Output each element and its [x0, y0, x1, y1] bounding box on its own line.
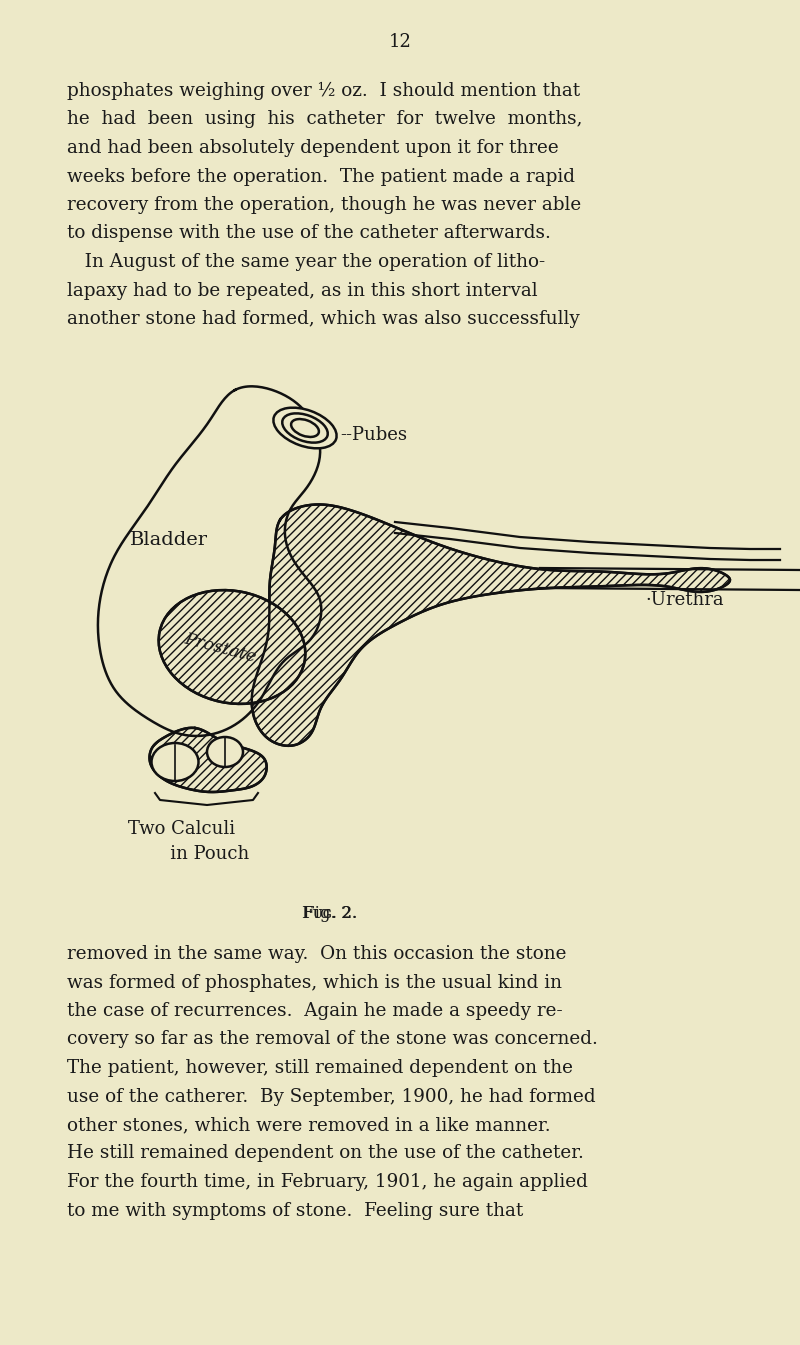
Text: covery so far as the removal of the stone was concerned.: covery so far as the removal of the ston… [67, 1030, 598, 1049]
Text: in Pouch: in Pouch [153, 845, 250, 863]
Ellipse shape [158, 590, 306, 703]
Text: the case of recurrences.  Again he made a speedy re-: the case of recurrences. Again he made a… [67, 1002, 562, 1020]
Text: to me with symptoms of stone.  Feeling sure that: to me with symptoms of stone. Feeling su… [67, 1201, 523, 1220]
Ellipse shape [291, 420, 319, 437]
Text: another stone had formed, which was also successfully: another stone had formed, which was also… [67, 309, 580, 328]
Ellipse shape [274, 408, 337, 448]
Ellipse shape [207, 737, 243, 767]
Polygon shape [98, 386, 322, 736]
Text: --Pubes: --Pubes [340, 426, 407, 444]
Text: Fig. 2.: Fig. 2. [303, 905, 357, 923]
Text: weeks before the operation.  The patient made a rapid: weeks before the operation. The patient … [67, 168, 575, 186]
Text: He still remained dependent on the use of the catheter.: He still remained dependent on the use o… [67, 1145, 584, 1162]
Text: For the fourth time, in February, 1901, he again applied: For the fourth time, in February, 1901, … [67, 1173, 588, 1192]
Text: was formed of phosphates, which is the usual kind in: was formed of phosphates, which is the u… [67, 974, 562, 991]
Text: In August of the same year the operation of litho-: In August of the same year the operation… [67, 253, 545, 270]
Text: The patient, however, still remained dependent on the: The patient, however, still remained dep… [67, 1059, 573, 1077]
Text: use of the catherer.  By September, 1900, he had formed: use of the catherer. By September, 1900,… [67, 1088, 596, 1106]
Text: to dispense with the use of the catheter afterwards.: to dispense with the use of the catheter… [67, 225, 551, 242]
Text: Fᴜɢ. 2.: Fᴜɢ. 2. [302, 905, 358, 923]
Text: he  had  been  using  his  catheter  for  twelve  months,: he had been using his catheter for twelv… [67, 110, 582, 129]
Polygon shape [150, 728, 266, 792]
Text: other stones, which were removed in a like manner.: other stones, which were removed in a li… [67, 1116, 550, 1134]
Ellipse shape [282, 413, 328, 443]
Text: and had been absolutely dependent upon it for three: and had been absolutely dependent upon i… [67, 139, 558, 157]
Text: Bladder: Bladder [130, 531, 208, 549]
Text: Two Calculi: Two Calculi [128, 820, 235, 838]
Text: recovery from the operation, though he was never able: recovery from the operation, though he w… [67, 196, 582, 214]
Text: Prostate: Prostate [182, 631, 258, 666]
Text: ·Urethra: ·Urethra [645, 590, 724, 609]
Polygon shape [252, 504, 730, 746]
Text: phosphates weighing over ½ oz.  I should mention that: phosphates weighing over ½ oz. I should … [67, 82, 580, 100]
Text: 12: 12 [389, 34, 411, 51]
Ellipse shape [151, 742, 198, 781]
Text: removed in the same way.  On this occasion the stone: removed in the same way. On this occasio… [67, 946, 566, 963]
Text: lapaxy had to be repeated, as in this short interval: lapaxy had to be repeated, as in this sh… [67, 281, 538, 300]
